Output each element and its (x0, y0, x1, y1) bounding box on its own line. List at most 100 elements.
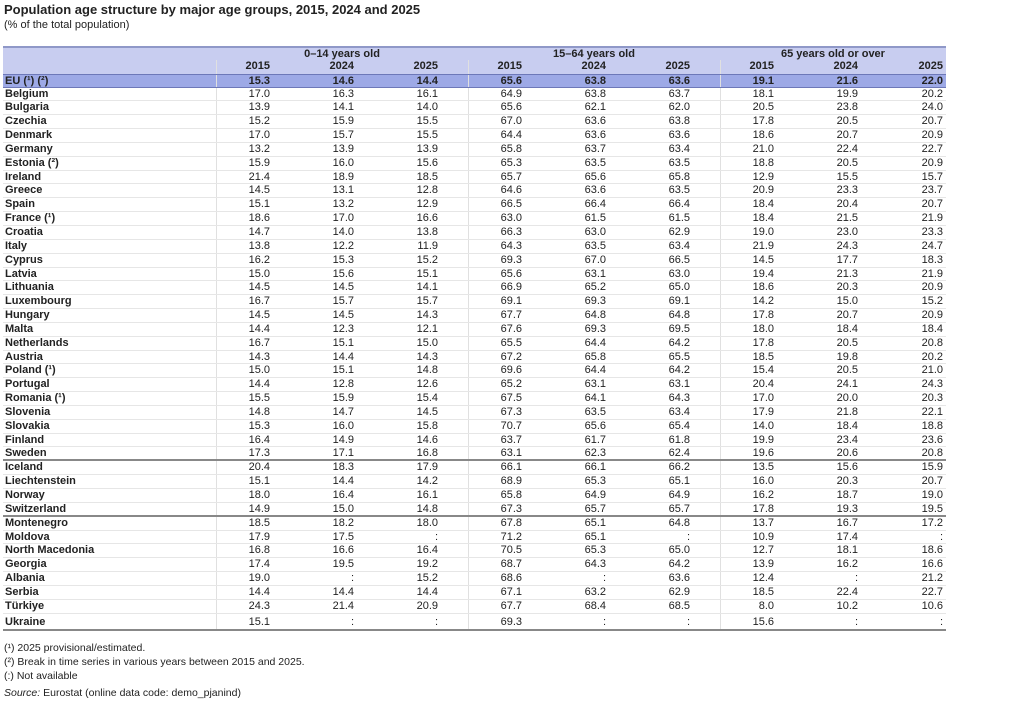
source-text: Eurostat (online data code: demo_pjanind… (40, 687, 241, 699)
value-cell: 18.3 (921, 253, 943, 266)
value-cell: 20.6 (836, 447, 858, 460)
value-cell: 17.0 (216, 129, 300, 142)
row-label: Cyprus (5, 253, 43, 266)
row-label: Norway (5, 489, 45, 501)
value-cell: 12.1 (416, 322, 438, 335)
value-cell: 62.4 (668, 447, 690, 460)
value-cell: 15.4 (416, 392, 438, 405)
value-cell: 67.7 (468, 309, 552, 322)
value-cell: 20.4 (836, 198, 858, 211)
value-cell: 14.0 (416, 101, 438, 114)
value-cell: 20.5 (836, 364, 858, 377)
value-cell: 71.2 (468, 530, 552, 544)
value-cell: 15.9 (921, 461, 943, 474)
row-label: France (¹) (5, 212, 56, 225)
value-cell: 63.2 (584, 585, 606, 598)
value-cell: 14.6 (332, 74, 354, 87)
value-cell: 64.8 (668, 309, 690, 322)
row-label: Italy (5, 239, 28, 252)
table-row: Denmark 17.0 15.7 15.5 64.4 63.6 63.6 18.6 20.7 2… (3, 129, 946, 143)
value-cell: 69.3 (584, 322, 606, 335)
row-label: Malta (5, 322, 34, 335)
value-cell: 15.7 (332, 129, 354, 142)
table-row: North Macedonia 16.8 16.6 16.4 70.5 65.3 65.0 1… (3, 544, 946, 559)
value-cell: 18.9 (332, 170, 354, 183)
value-cell: 15.1 (216, 198, 300, 212)
value-cell: 14.5 (216, 281, 300, 295)
value-cell: : (939, 530, 943, 543)
value-cell: 69.1 (468, 295, 552, 309)
value-cell: 15.0 (332, 502, 354, 515)
value-cell: 69.5 (668, 322, 690, 335)
value-cell: 16.1 (416, 489, 438, 501)
value-cell: 19.2 (416, 558, 438, 571)
value-cell: 68.7 (468, 558, 552, 572)
value-cell: 67.1 (468, 585, 552, 599)
value-cell: 12.4 (720, 572, 804, 585)
table-row: Austria 14.3 14.4 14.3 67.2 65.8 65.5 18.5 19.8 2… (3, 350, 946, 365)
row-label: Portugal (5, 378, 50, 391)
table-body: Belgium 17.0 16.3 16.1 64.9 63.8 63.7 18.1 19.9 2… (3, 87, 946, 631)
value-cell: 22.4 (836, 142, 858, 155)
table-title: Population age structure by major age gr… (4, 2, 421, 17)
value-cell: 21.8 (836, 405, 858, 418)
value-cell: 67.6 (468, 322, 552, 336)
value-cell: 63.5 (584, 405, 606, 418)
value-cell: 15.6 (720, 613, 804, 629)
value-cell: 14.5 (332, 309, 354, 322)
value-cell: 24.3 (836, 239, 858, 252)
value-cell: 17.5 (332, 530, 354, 543)
value-cell: 13.9 (332, 142, 354, 155)
row-label: Switzerland (5, 502, 67, 515)
value-cell: 15.2 (416, 253, 438, 266)
value-cell: 15.7 (416, 295, 438, 308)
value-cell: 64.8 (668, 516, 690, 529)
value-cell: 8.0 (720, 599, 804, 613)
value-cell: 17.0 (216, 87, 300, 101)
value-cell: 63.6 (668, 129, 690, 142)
value-cell: 14.8 (216, 405, 300, 419)
value-cell: : (434, 530, 438, 543)
table-row: Serbia 14.4 14.4 14.4 67.1 63.2 62.9 18.5 22.4 22… (3, 585, 946, 600)
header-blank (3, 60, 216, 74)
value-cell: 20.9 (921, 309, 943, 322)
value-cell: : (939, 615, 943, 628)
value-cell: 65.5 (668, 350, 690, 363)
value-cell: 68.5 (668, 599, 690, 612)
value-cell: 14.4 (416, 74, 438, 87)
value-cell: 65.0 (668, 281, 690, 294)
value-cell: 14.4 (216, 322, 300, 336)
value-cell: 16.2 (836, 558, 858, 571)
value-cell: 63.7 (584, 142, 606, 155)
value-cell: 66.2 (668, 461, 690, 474)
value-cell: 21.2 (921, 572, 943, 585)
value-cell: 14.6 (416, 433, 438, 446)
value-cell: 20.8 (921, 447, 943, 460)
value-cell: 66.5 (468, 198, 552, 212)
value-cell: 16.7 (216, 336, 300, 350)
year-header: 2024 (581, 59, 606, 72)
value-cell: 24.3 (216, 599, 300, 613)
value-cell: 63.7 (468, 433, 552, 447)
value-cell: 17.0 (332, 212, 354, 225)
value-cell: 16.4 (416, 544, 438, 557)
value-cell: 20.2 (921, 350, 943, 363)
value-cell: 70.5 (468, 544, 552, 558)
value-cell: 12.7 (720, 544, 804, 558)
row-label: Denmark (5, 129, 53, 142)
value-cell: 15.5 (836, 170, 858, 183)
value-cell: 67.3 (468, 502, 552, 515)
value-cell: 15.0 (216, 364, 300, 378)
table-row: Moldova 17.9 17.5: 71.2 65.1: 10.9 17.4: (3, 530, 946, 545)
value-cell: 64.9 (468, 87, 552, 101)
row-label: Ireland (5, 170, 42, 183)
row-label: Czechia (5, 115, 47, 128)
value-cell: 14.9 (216, 502, 300, 515)
value-cell: 62.1 (584, 101, 606, 114)
value-cell: 19.3 (836, 502, 858, 515)
value-cell: 16.4 (216, 433, 300, 447)
value-cell: 20.3 (921, 392, 943, 405)
value-cell: 17.3 (216, 447, 300, 459)
footnote-break: (²) Break in time series in various year… (4, 656, 305, 668)
value-cell: 12.9 (720, 170, 804, 184)
